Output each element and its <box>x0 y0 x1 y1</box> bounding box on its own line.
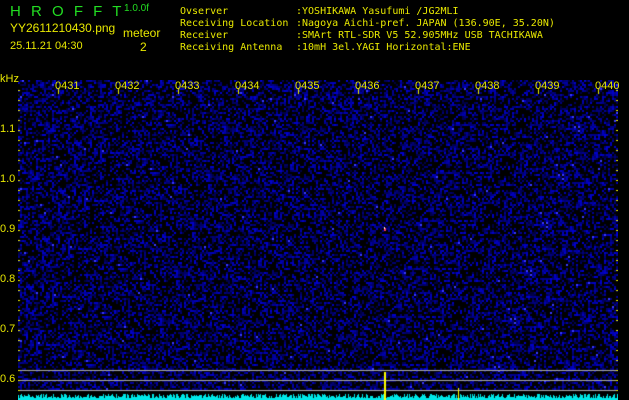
version: 1.0.0f <box>124 3 150 14</box>
y-tick-label: 0.6 <box>0 373 16 385</box>
x-tick-label: 0432 <box>115 80 140 92</box>
info-value: :10mH 3el.YAGI Horizontal:ENE <box>296 42 471 53</box>
x-tick-label: 0434 <box>235 80 260 92</box>
app-title: H R O F F T <box>10 3 125 20</box>
x-tick-label: 0436 <box>355 80 380 92</box>
info-label: Receiver <box>180 30 229 41</box>
x-tick-label: 0433 <box>175 80 200 92</box>
x-tick-label: 0431 <box>55 80 80 92</box>
y-tick-label: 0.9 <box>0 223 16 235</box>
meteor-label: meteor <box>123 26 161 40</box>
y-tick-label: 0.7 <box>0 323 16 335</box>
x-tick-label: 0438 <box>475 80 500 92</box>
y-tick-label: 1.0 <box>0 173 16 185</box>
y-unit: kHz <box>0 73 19 85</box>
info-label: Receiving Antenna <box>180 42 283 53</box>
info-value: :Nagoya Aichi-pref. JAPAN (136.90E, 35.2… <box>296 18 555 29</box>
meteor-count: 2 <box>140 40 147 54</box>
x-tick-label: 0440 <box>595 80 620 92</box>
datetime: 25.11.21 04:30 <box>10 40 83 52</box>
x-tick-label: 0435 <box>295 80 320 92</box>
info-label: Receiving Location <box>180 18 289 29</box>
x-tick-label: 0437 <box>415 80 440 92</box>
x-tick-label: 0439 <box>535 80 560 92</box>
y-tick-label: 1.1 <box>0 123 16 135</box>
info-value: :YOSHIKAWA Yasufumi /JG2MLI <box>296 6 459 17</box>
spectrogram <box>18 80 618 400</box>
info-label: Ovserver <box>180 6 229 17</box>
y-tick-label: 0.8 <box>0 273 16 285</box>
info-value: :SMArt RTL-SDR V5 52.905MHz USB TACHIKAW… <box>296 30 543 41</box>
filename: YY2611210430.png <box>10 21 116 35</box>
